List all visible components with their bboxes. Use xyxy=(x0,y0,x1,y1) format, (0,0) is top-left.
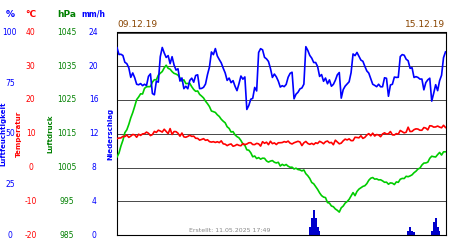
Bar xyxy=(437,226,438,235)
Text: 1025: 1025 xyxy=(57,96,76,104)
Text: 985: 985 xyxy=(59,230,74,239)
Bar xyxy=(431,231,432,235)
Bar xyxy=(319,231,320,235)
Bar xyxy=(407,231,409,235)
Text: -10: -10 xyxy=(24,197,37,206)
Text: 16: 16 xyxy=(89,96,99,104)
Text: 0: 0 xyxy=(28,163,33,172)
Text: 25: 25 xyxy=(5,180,15,189)
Text: 15.12.19: 15.12.19 xyxy=(405,20,446,30)
Text: Luftdruck: Luftdruck xyxy=(47,114,54,153)
Bar xyxy=(435,218,436,235)
Bar xyxy=(309,226,310,235)
Text: 995: 995 xyxy=(59,197,74,206)
Text: 50: 50 xyxy=(5,129,15,138)
Text: Erstellt: 11.05.2025 17:49: Erstellt: 11.05.2025 17:49 xyxy=(189,228,271,233)
Text: 75: 75 xyxy=(5,78,15,88)
Text: %: % xyxy=(5,10,14,19)
Bar xyxy=(311,218,313,235)
Text: Luftfeuchtigkeit: Luftfeuchtigkeit xyxy=(0,102,6,166)
Text: Temperatur: Temperatur xyxy=(16,110,22,157)
Bar xyxy=(433,222,435,235)
Text: 10: 10 xyxy=(26,129,36,138)
Bar xyxy=(409,226,411,235)
Text: 20: 20 xyxy=(89,62,99,71)
Bar xyxy=(317,226,319,235)
Text: 1045: 1045 xyxy=(57,28,76,37)
Text: 0: 0 xyxy=(91,230,96,239)
Text: 40: 40 xyxy=(26,28,36,37)
Text: 09.12.19: 09.12.19 xyxy=(117,20,157,30)
Text: 1035: 1035 xyxy=(57,62,76,71)
Text: 20: 20 xyxy=(26,96,36,104)
Bar xyxy=(315,218,316,235)
Bar xyxy=(439,231,441,235)
Text: 8: 8 xyxy=(91,163,96,172)
Text: 1015: 1015 xyxy=(57,129,76,138)
Text: 0: 0 xyxy=(8,230,12,239)
Text: 4: 4 xyxy=(91,197,96,206)
Bar xyxy=(411,231,413,235)
Text: -20: -20 xyxy=(24,230,37,239)
Text: 30: 30 xyxy=(26,62,36,71)
Text: °C: °C xyxy=(25,10,36,19)
Text: 100: 100 xyxy=(3,28,17,37)
Bar xyxy=(413,232,415,235)
Bar xyxy=(313,210,315,235)
Text: hPa: hPa xyxy=(57,10,76,19)
Text: 12: 12 xyxy=(89,129,99,138)
Text: Niederschlag: Niederschlag xyxy=(107,108,113,160)
Text: 24: 24 xyxy=(89,28,99,37)
Text: 1005: 1005 xyxy=(57,163,76,172)
Text: mm/h: mm/h xyxy=(81,10,106,19)
